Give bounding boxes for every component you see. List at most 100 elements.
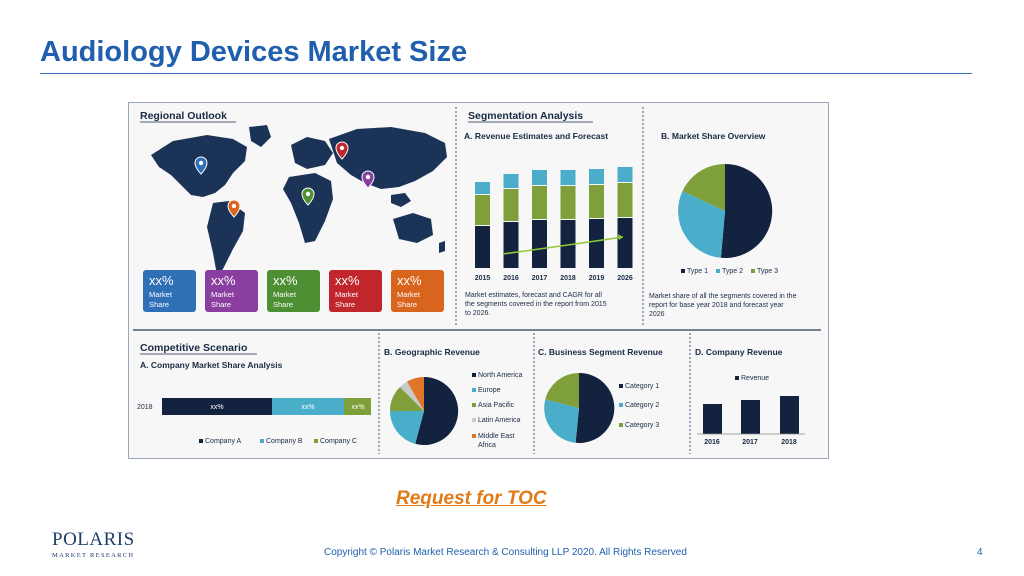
revenue-year-label: 2017 bbox=[532, 275, 548, 282]
svg-text:North America: North America bbox=[478, 372, 522, 379]
region-card-label: Market bbox=[273, 290, 297, 299]
slide-title: Audiology Devices Market Size bbox=[40, 36, 468, 68]
market-share-caption-line: Market share of all the segments covered… bbox=[649, 293, 797, 300]
svg-text:Europe: Europe bbox=[478, 387, 501, 394]
polaris-logo: POLARIS MARKET RESEARCH bbox=[52, 530, 135, 559]
title-divider bbox=[40, 73, 972, 74]
svg-text:Type 3: Type 3 bbox=[757, 268, 778, 275]
copyright-text: Copyright © Polaris Market Research & Co… bbox=[324, 547, 687, 558]
svg-text:Type 2: Type 2 bbox=[722, 268, 743, 275]
svg-text:Latin America: Latin America bbox=[478, 417, 521, 424]
svg-text:Category 3: Category 3 bbox=[625, 422, 659, 429]
business-segment-title: C. Business Segment Revenue bbox=[538, 347, 663, 357]
revenue-year-labels: 2015 2016 2017 2018 2019 2026 bbox=[475, 275, 633, 282]
revenue-bars bbox=[475, 167, 633, 268]
map-pin-icon bbox=[335, 141, 349, 160]
company-a-share-label: xx% bbox=[210, 404, 223, 411]
svg-text:Asia Pacific: Asia Pacific bbox=[478, 402, 515, 409]
market-share-title: B. Market Share Overview bbox=[661, 131, 766, 141]
region-card-value: xx% bbox=[397, 273, 422, 288]
svg-text:Company C: Company C bbox=[320, 438, 357, 445]
region-card-label: Market bbox=[149, 290, 173, 299]
revenue-year-label: 2018 bbox=[560, 275, 576, 282]
company-c-share-label: xx% bbox=[351, 404, 364, 411]
region-card-label: Share bbox=[397, 300, 417, 309]
revenue-caption-line: to 2026. bbox=[465, 310, 490, 317]
company-share-title: A. Company Market Share Analysis bbox=[140, 360, 283, 370]
svg-text:Company A: Company A bbox=[205, 438, 242, 445]
market-share-pie bbox=[678, 163, 773, 258]
market-share-caption-line: report for base year 2018 and forecast y… bbox=[649, 302, 784, 309]
company-share-legend: Company A Company B Company C bbox=[199, 438, 357, 445]
company-revenue-legend: Revenue bbox=[735, 375, 769, 382]
revenue-caption-line: the segments covered in the report from … bbox=[465, 301, 607, 308]
map-pin-icon bbox=[361, 170, 375, 189]
svg-text:Revenue: Revenue bbox=[741, 375, 769, 382]
geographic-legend: North America Europe Asia Pacific Latin … bbox=[472, 372, 522, 449]
page-number: 4 bbox=[977, 547, 983, 558]
world-map bbox=[151, 125, 447, 275]
market-share-caption-line: 2026 bbox=[649, 311, 665, 318]
company-b-share-label: xx% bbox=[301, 404, 314, 411]
company-share-year: 2018 bbox=[137, 404, 153, 411]
revenue-caption-line: Market estimates, forecast and CAGR for … bbox=[465, 292, 602, 299]
revenue-year-label: 2019 bbox=[589, 275, 605, 282]
logo-wordmark: POLARIS bbox=[52, 529, 135, 550]
revenue-bar bbox=[560, 170, 576, 268]
svg-text:Middle East: Middle East bbox=[478, 433, 515, 440]
map-pin-icon bbox=[301, 187, 315, 206]
region-card-label: Market bbox=[335, 290, 359, 299]
company-share-bar bbox=[162, 398, 371, 415]
request-toc-link[interactable]: Request for TOC bbox=[396, 488, 547, 509]
svg-text:Africa: Africa bbox=[478, 442, 496, 449]
region-card-label: Share bbox=[211, 300, 231, 309]
segmentation-title: Segmentation Analysis bbox=[468, 110, 583, 122]
map-pin-icon bbox=[227, 199, 241, 218]
region-cards: xx%MarketSharexx%MarketSharexx%MarketSha… bbox=[143, 270, 444, 312]
region-card-value: xx% bbox=[273, 273, 298, 288]
revenue-year-label: 2026 bbox=[617, 275, 633, 282]
logo-subtitle: MARKET RESEARCH bbox=[52, 552, 135, 559]
region-card-value: xx% bbox=[211, 273, 236, 288]
market-share-legend: Type 1 Type 2 Type 3 bbox=[681, 268, 778, 275]
revenue-bar bbox=[475, 182, 490, 268]
geographic-pie bbox=[390, 376, 459, 445]
trend-arrow-icon bbox=[618, 234, 623, 240]
revenue-year-label: 2016 bbox=[503, 275, 519, 282]
region-card-value: xx% bbox=[335, 273, 360, 288]
region-card-label: Share bbox=[273, 300, 293, 309]
company-revenue-bars bbox=[703, 396, 799, 434]
svg-text:Type 1: Type 1 bbox=[687, 268, 708, 275]
business-segment-pie bbox=[544, 372, 615, 443]
region-card-label: Market bbox=[397, 290, 421, 299]
svg-text:Company B: Company B bbox=[266, 438, 303, 445]
region-card-label: Market bbox=[211, 290, 235, 299]
company-revenue-title: D. Company Revenue bbox=[695, 347, 783, 357]
svg-text:Category 2: Category 2 bbox=[625, 402, 659, 409]
company-revenue-year: 2017 bbox=[742, 439, 758, 446]
revenue-year-label: 2015 bbox=[475, 275, 491, 282]
revenue-forecast-title: A. Revenue Estimates and Forecast bbox=[464, 131, 608, 141]
region-card-value: xx% bbox=[149, 273, 174, 288]
business-segment-legend: Category 1 Category 2 Category 3 bbox=[619, 383, 659, 429]
svg-text:Category 1: Category 1 bbox=[625, 383, 659, 390]
revenue-bar bbox=[532, 170, 547, 268]
market-infographic: Regional Outlook bbox=[128, 102, 829, 459]
revenue-bar bbox=[617, 167, 633, 268]
map-pin-icon bbox=[194, 156, 208, 175]
cagr-trend-line bbox=[502, 236, 624, 255]
region-card-label: Share bbox=[335, 300, 355, 309]
company-revenue-year: 2016 bbox=[704, 439, 720, 446]
company-revenue-year: 2018 bbox=[781, 439, 797, 446]
region-card-label: Share bbox=[149, 300, 169, 309]
infographic-canvas: Regional Outlook bbox=[133, 107, 821, 454]
revenue-bar bbox=[589, 169, 604, 268]
revenue-bar bbox=[503, 174, 519, 268]
geographic-title: B. Geographic Revenue bbox=[384, 347, 480, 357]
regional-outlook-title: Regional Outlook bbox=[140, 110, 227, 122]
